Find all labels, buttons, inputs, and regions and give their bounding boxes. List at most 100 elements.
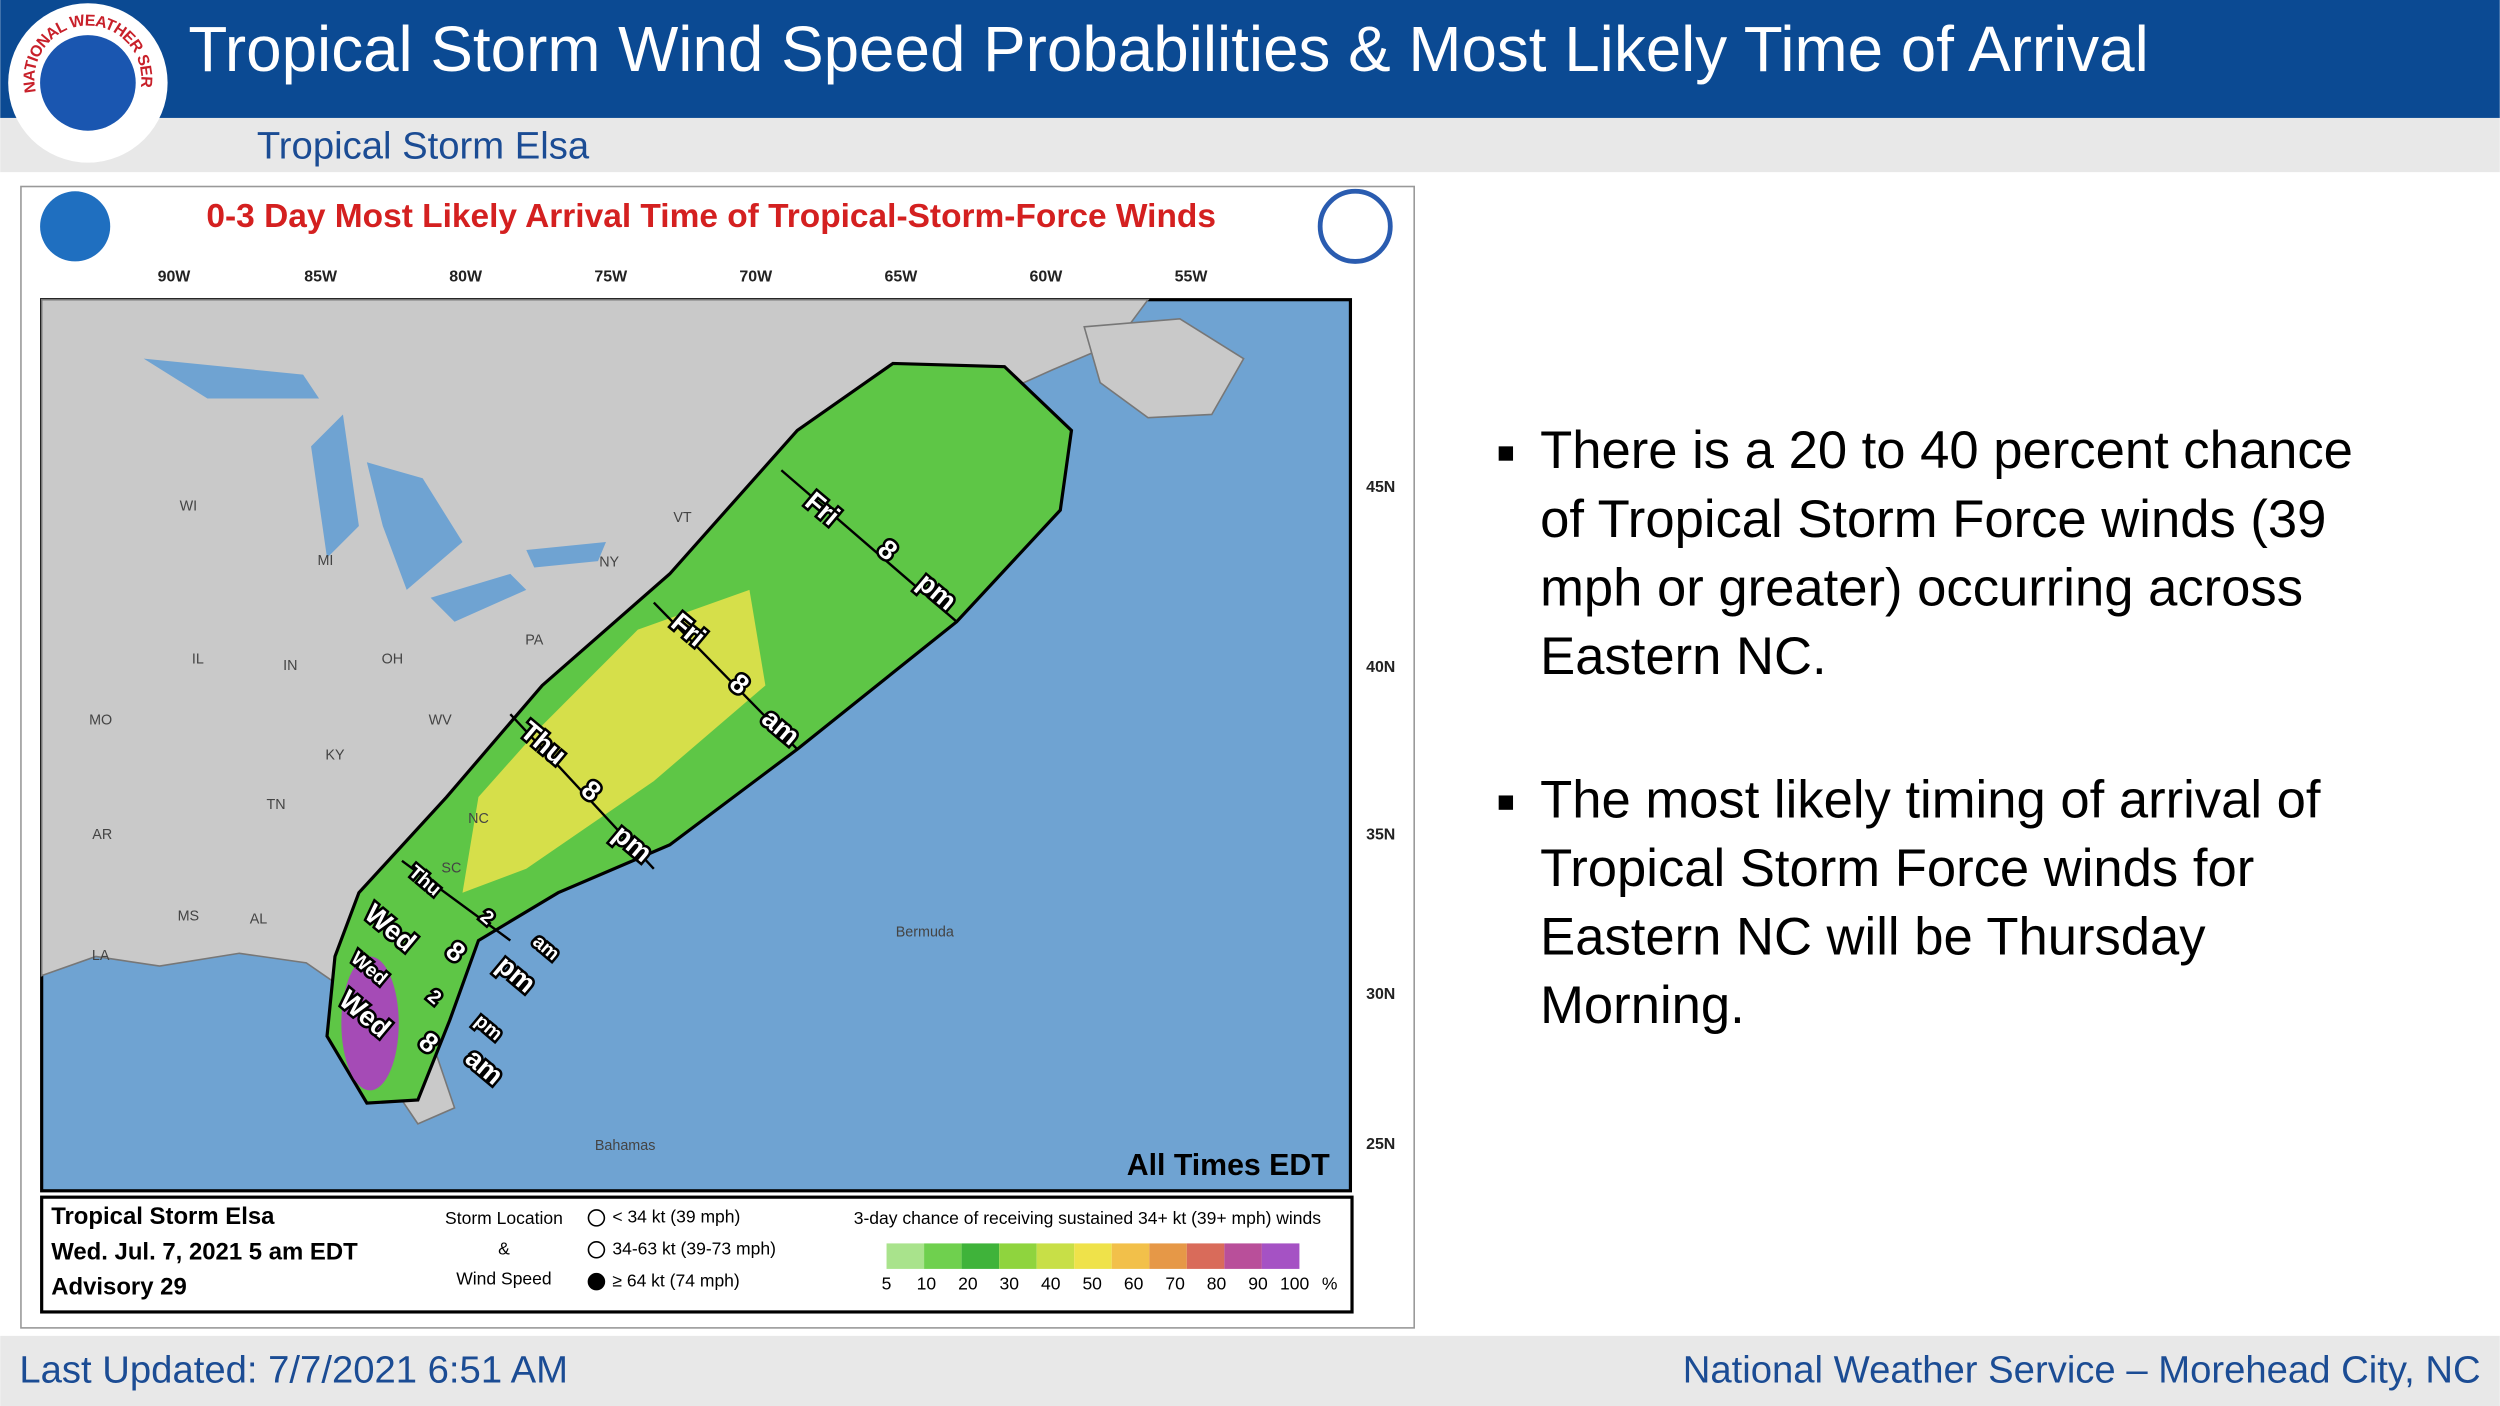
longitude-label: 60W xyxy=(1030,269,1064,286)
place-label: Bermuda xyxy=(896,924,954,940)
bullet-text: mph or greater) occurring across xyxy=(1540,558,2303,617)
great-lakes xyxy=(143,358,606,622)
scale-swatch xyxy=(961,1243,1000,1269)
bullet-text: Eastern NC. xyxy=(1540,627,1826,686)
footer-bar xyxy=(0,1335,2500,1406)
scale-swatch xyxy=(1111,1243,1150,1269)
logo-inner xyxy=(40,35,136,131)
scale-label: 40 xyxy=(1041,1273,1061,1293)
scale-title: 3-day chance of receiving sustained 34+ … xyxy=(854,1208,1322,1228)
state-label: LA xyxy=(92,948,110,964)
bullet-text: Morning. xyxy=(1540,976,1745,1035)
symbol-label: ≥ 64 kt (74 mph) xyxy=(612,1270,739,1290)
scale-swatch xyxy=(886,1243,925,1269)
newfoundland xyxy=(1083,318,1245,419)
header-bar xyxy=(0,0,2500,118)
subtitle-bar xyxy=(0,117,2500,173)
symbol-label: < 34 kt (39 mph) xyxy=(612,1207,740,1227)
scale-swatch xyxy=(1224,1243,1262,1269)
legend: Tropical Storm Elsa Wed. Jul. 7, 2021 5 a… xyxy=(51,1203,1337,1300)
state-label: PA xyxy=(525,633,543,649)
state-label: TN xyxy=(266,797,285,813)
map-title: 0-3 Day Most Likely Arrival Time of Trop… xyxy=(206,198,1216,235)
bullet-text: There is a 20 to 40 percent chance xyxy=(1540,421,2353,480)
office: National Weather Service – Morehead City… xyxy=(1683,1349,2481,1392)
scale-label: 50 xyxy=(1082,1273,1102,1293)
bullet-text: The most likely timing of arrival of xyxy=(1540,770,2321,829)
latitude-label: 25N xyxy=(1366,1136,1395,1153)
state-label: WI xyxy=(180,499,198,515)
symbol-heading: Wind Speed xyxy=(456,1269,551,1289)
time-line xyxy=(780,469,958,623)
state-label: MO xyxy=(89,712,112,728)
scale-label: 30 xyxy=(1000,1273,1020,1293)
time-line xyxy=(652,601,799,751)
state-label: SC xyxy=(441,861,461,877)
bullet-text: Tropical Storm Force winds for xyxy=(1540,839,2254,898)
scale-swatch xyxy=(999,1243,1037,1269)
longitude-label: 55W xyxy=(1175,269,1209,286)
storm-symbol xyxy=(587,1241,606,1259)
scale-swatch xyxy=(1261,1243,1300,1269)
latitude-label: 45N xyxy=(1366,479,1395,496)
scale-swatch xyxy=(1036,1243,1075,1269)
scale-label: 100 xyxy=(1280,1273,1309,1293)
longitude-label: 65W xyxy=(885,269,919,286)
longitude-label: 85W xyxy=(304,269,338,286)
state-label: OH xyxy=(382,652,404,668)
place-label: Bahamas xyxy=(595,1138,656,1154)
subtitle: Tropical Storm Elsa xyxy=(257,124,590,167)
longitude-label: 90W xyxy=(158,269,192,286)
longitude-label: 70W xyxy=(739,269,773,286)
state-label: NC xyxy=(468,811,489,827)
longitude-label: 75W xyxy=(594,269,628,286)
latitude-label: 40N xyxy=(1366,659,1395,676)
map-note: All Times EDT xyxy=(1127,1149,1330,1182)
storm-symbol xyxy=(587,1272,606,1291)
noaa-logo xyxy=(40,191,111,262)
scale-label: 10 xyxy=(917,1273,937,1293)
storm-symbol xyxy=(587,1209,606,1227)
scale-label: 70 xyxy=(1165,1273,1185,1293)
scale-swatch xyxy=(1074,1243,1112,1269)
state-label: VT xyxy=(673,510,692,526)
storm-info: Advisory 29 xyxy=(51,1273,187,1300)
scale-label: 60 xyxy=(1124,1273,1144,1293)
bullet-text: Eastern NC will be Thursday xyxy=(1540,907,2206,966)
state-label: AR xyxy=(92,827,112,843)
scale-label: 5 xyxy=(882,1273,892,1293)
state-label: IL xyxy=(192,652,204,668)
state-label: AL xyxy=(250,912,268,928)
state-label: MI xyxy=(317,553,333,569)
time-line xyxy=(401,859,512,942)
storm-info: Wed. Jul. 7, 2021 5 am EDT xyxy=(51,1238,358,1265)
bullets: There is a 20 to 40 percent chance of Tro… xyxy=(1498,421,2353,1035)
symbol-heading: Storm Location xyxy=(445,1208,563,1228)
latitude-label: 35N xyxy=(1366,827,1395,844)
symbol-heading: & xyxy=(498,1238,510,1258)
state-label: IN xyxy=(283,658,297,674)
state-label: KY xyxy=(325,747,345,763)
scale-label: % xyxy=(1322,1273,1338,1293)
bullet-marker xyxy=(1498,446,1514,461)
state-label: MS xyxy=(178,908,200,924)
latitude-label: 30N xyxy=(1366,986,1395,1003)
state-label: WV xyxy=(429,712,453,728)
symbol-label: 34-63 kt (39-73 mph) xyxy=(612,1238,776,1258)
scale-label: 20 xyxy=(958,1273,978,1293)
bullet-marker xyxy=(1498,795,1514,810)
time-lines xyxy=(401,469,958,942)
state-label: NY xyxy=(599,555,619,571)
swath-peak xyxy=(341,956,399,1091)
storm-info: Tropical Storm Elsa xyxy=(51,1203,275,1230)
scale-swatch xyxy=(1149,1243,1187,1269)
nws-logo xyxy=(1317,188,1393,264)
swath-core xyxy=(462,589,766,893)
last-updated: Last Updated: 7/7/2021 6:51 AM xyxy=(19,1349,568,1392)
bullet-text: of Tropical Storm Force winds (39 xyxy=(1540,490,2326,549)
time-line xyxy=(509,713,655,870)
scale-swatch xyxy=(1186,1243,1225,1269)
scale-swatch xyxy=(924,1243,962,1269)
scale-label: 80 xyxy=(1207,1273,1227,1293)
